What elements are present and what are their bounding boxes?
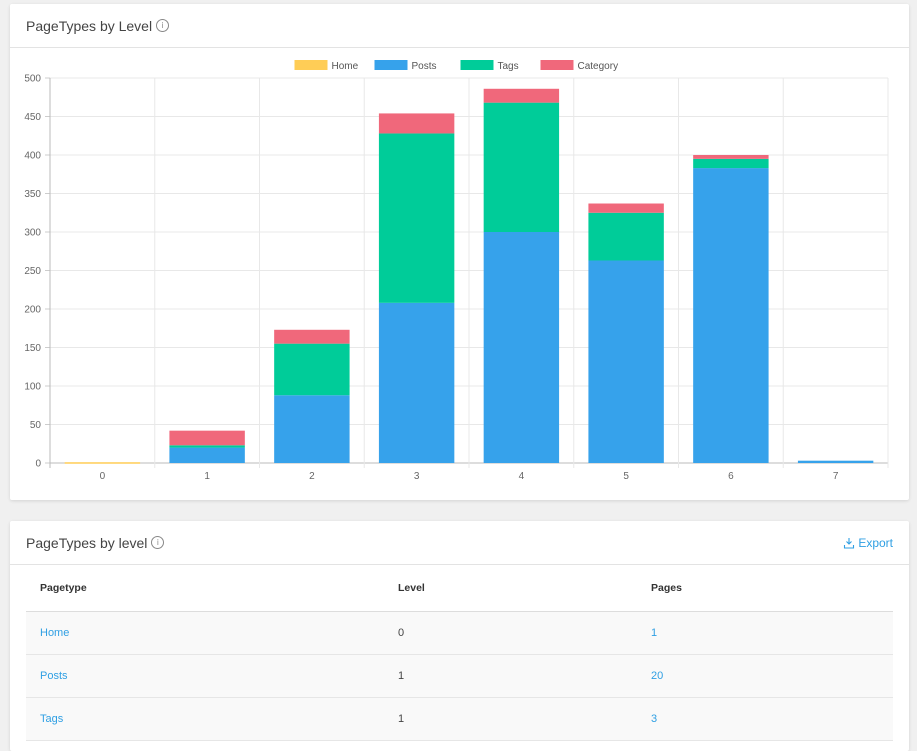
chart-card-header: PageTypes by Level i bbox=[10, 4, 909, 48]
y-tick-label: 250 bbox=[24, 266, 41, 277]
legend-swatch bbox=[540, 60, 574, 70]
bar-segment-category bbox=[693, 155, 769, 159]
bar-segment-posts bbox=[274, 395, 350, 463]
info-icon[interactable]: i bbox=[151, 536, 165, 549]
y-tick-label: 300 bbox=[24, 228, 41, 239]
export-button[interactable]: Export bbox=[843, 521, 893, 564]
table-row: Tags 1 3 bbox=[26, 697, 893, 741]
bar-segment-category bbox=[483, 88, 560, 103]
bar-segment-category bbox=[588, 203, 664, 213]
y-tick-label: 350 bbox=[24, 189, 41, 200]
x-tick-label: 2 bbox=[309, 471, 315, 482]
bar-segment-tags bbox=[693, 158, 769, 169]
pagetype-link[interactable]: Home bbox=[26, 611, 384, 655]
export-label: Export bbox=[858, 535, 893, 550]
export-icon bbox=[844, 537, 855, 549]
pages-link[interactable]: 20 bbox=[637, 654, 893, 698]
chart-title: PageTypes by Level bbox=[26, 17, 153, 34]
chart-card: PageTypes by Level i 0 50 100 150 200 250 300 3… bbox=[10, 4, 909, 500]
stacked-bar-chart: 0 50 100 150 200 250 300 350 400 450 500 0 1 2 3 4 5 6 7 Ho… bbox=[24, 60, 889, 482]
bar-segment-posts bbox=[693, 168, 769, 463]
bar-segment-tags bbox=[274, 343, 350, 396]
pages-link[interactable]: 1 bbox=[637, 611, 893, 655]
legend-label[interactable]: Posts bbox=[412, 61, 437, 72]
bar-segment-tags bbox=[588, 212, 664, 261]
info-icon[interactable]: i bbox=[156, 19, 170, 32]
legend-label[interactable]: Tags bbox=[498, 61, 519, 72]
legend-swatch bbox=[460, 60, 494, 70]
bar-segment-category bbox=[378, 113, 455, 134]
bar-segment-tags bbox=[378, 133, 455, 303]
bar-segment-posts bbox=[483, 232, 560, 463]
bar-segment-home bbox=[64, 462, 141, 464]
x-tick-label: 0 bbox=[100, 471, 106, 482]
pages-link[interactable]: 3 bbox=[637, 697, 893, 741]
legend-swatch bbox=[294, 60, 328, 70]
pagetype-table: Pagetype Level Pages Home 0 1 Posts 1 20… bbox=[26, 565, 893, 741]
table-card: PageTypes by level i Export Pagetype Lev… bbox=[10, 521, 909, 751]
column-header-level[interactable]: Level bbox=[384, 565, 637, 612]
y-tick-label: 150 bbox=[24, 343, 41, 354]
bar-segment-category bbox=[169, 430, 245, 446]
table-title: PageTypes by level bbox=[26, 534, 148, 551]
bar-segment-posts bbox=[797, 460, 874, 463]
bar-segment-posts bbox=[169, 447, 245, 463]
x-tick-label: 6 bbox=[728, 471, 734, 482]
level-cell: 1 bbox=[384, 654, 637, 698]
table-card-header: PageTypes by level i Export bbox=[10, 521, 909, 565]
bar-segment-posts bbox=[588, 260, 664, 463]
pagetype-link[interactable]: Posts bbox=[26, 654, 384, 698]
legend-swatch bbox=[374, 60, 408, 70]
x-tick-label: 7 bbox=[833, 471, 839, 482]
column-header-pagetype[interactable]: Pagetype bbox=[26, 565, 384, 612]
column-header-pages[interactable]: Pages bbox=[637, 565, 893, 612]
bar-segment-tags bbox=[483, 102, 560, 232]
x-tick-label: 4 bbox=[519, 471, 525, 482]
legend-label[interactable]: Category bbox=[578, 61, 619, 72]
legend-label[interactable]: Home bbox=[332, 61, 359, 72]
bar-segment-category bbox=[274, 329, 350, 344]
level-cell: 1 bbox=[384, 697, 637, 741]
y-tick-label: 450 bbox=[24, 112, 41, 123]
pagetype-link[interactable]: Tags bbox=[26, 697, 384, 741]
bar-segment-posts bbox=[378, 302, 455, 463]
y-tick-label: 100 bbox=[24, 382, 41, 393]
y-tick-label: 200 bbox=[24, 305, 41, 316]
x-tick-label: 5 bbox=[623, 471, 629, 482]
level-cell: 0 bbox=[384, 611, 637, 655]
table-header-row: Pagetype Level Pages bbox=[26, 565, 893, 612]
table-row: Home 0 1 bbox=[26, 611, 893, 655]
y-tick-label: 0 bbox=[35, 459, 41, 470]
bar-segment-tags bbox=[169, 445, 245, 448]
x-tick-label: 1 bbox=[204, 471, 210, 482]
y-tick-label: 50 bbox=[30, 420, 42, 431]
y-tick-label: 400 bbox=[24, 151, 41, 162]
x-tick-label: 3 bbox=[414, 471, 420, 482]
y-tick-label: 500 bbox=[24, 74, 41, 85]
table-row: Posts 1 20 bbox=[26, 654, 893, 698]
